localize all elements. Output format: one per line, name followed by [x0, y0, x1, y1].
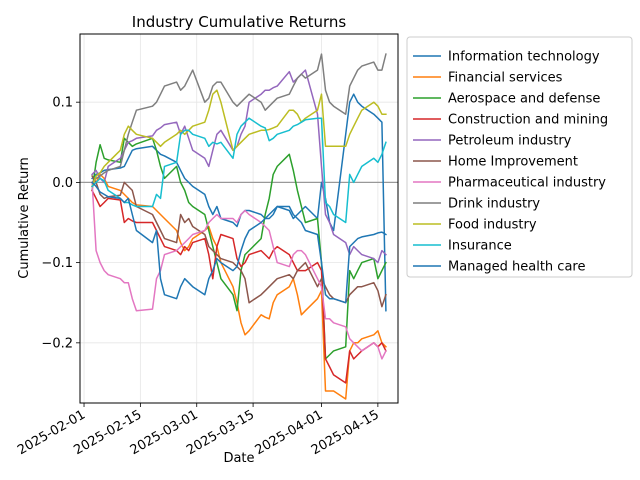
- series-line-pharmaceutical-industry: [91, 181, 387, 360]
- legend-item: Information technology: [413, 50, 600, 65]
- y-tick-label: 0.0: [52, 176, 73, 191]
- legend-label: Home Improvement: [448, 155, 578, 170]
- series-line-drink-industry: [91, 53, 387, 184]
- legend-label: Insurance: [448, 239, 512, 254]
- x-axis-label: Date: [223, 451, 254, 466]
- legend-item: Pharmaceutical industry: [413, 176, 606, 191]
- series-line-food-industry: [91, 89, 387, 188]
- legend-item: Drink industry: [413, 197, 540, 212]
- y-tick-label: −0.2: [41, 336, 73, 351]
- series-line-managed-health-care: [91, 181, 387, 304]
- legend-box: [406, 36, 633, 278]
- legend-item: Construction and mining: [413, 113, 608, 128]
- plot-frame: [79, 33, 399, 404]
- legend-label: Petroleum industry: [448, 134, 572, 149]
- legend-label: Food industry: [448, 218, 537, 233]
- legend-label: Pharmaceutical industry: [448, 176, 606, 191]
- legend-item: Managed health care: [413, 260, 585, 275]
- series-line-insurance: [91, 117, 387, 224]
- grid-lines: [80, 34, 398, 403]
- legend-items: Information technology Financial services…: [413, 50, 608, 275]
- legend: Information technology Financial services…: [406, 36, 633, 278]
- legend-item: Food industry: [413, 218, 537, 233]
- legend-item: Financial services: [413, 71, 563, 86]
- y-axis-ticks: −0.2 −0.1 0.0 0.1: [41, 96, 80, 351]
- series-line-petroleum-industry: [91, 69, 387, 264]
- y-tick-label: −0.1: [41, 256, 73, 271]
- legend-label: Aerospace and defense: [448, 92, 600, 107]
- legend-item: Aerospace and defense: [413, 92, 600, 107]
- legend-item: Petroleum industry: [413, 134, 572, 149]
- legend-label: Information technology: [448, 50, 600, 65]
- legend-item: Home Improvement: [413, 155, 578, 170]
- legend-label: Financial services: [448, 71, 563, 86]
- series-lines: [91, 53, 387, 400]
- y-axis-label: Cumulative Return: [17, 157, 32, 278]
- y-tick-label: 0.1: [52, 96, 73, 111]
- legend-label: Construction and mining: [448, 113, 608, 128]
- legend-item: Insurance: [413, 239, 512, 254]
- legend-label: Managed health care: [448, 260, 585, 275]
- series-line-construction-and-mining: [91, 189, 387, 384]
- legend-label: Drink industry: [448, 197, 540, 212]
- chart-title: Industry Cumulative Returns: [132, 13, 347, 31]
